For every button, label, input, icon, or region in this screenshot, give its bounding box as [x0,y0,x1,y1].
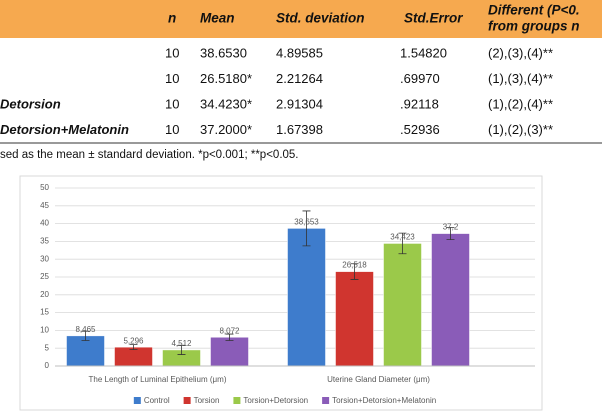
bar [431,233,470,367]
legend-label: Torsion+Detorsion+Melatonin [332,396,436,405]
value-label: 37,2 [443,223,459,232]
table-cell: (1),(2),(3)** [488,122,553,137]
value-label: 8,465 [75,325,96,334]
value-label: 26,518 [342,261,367,270]
header-cell: Std. deviation [276,11,365,26]
table-cell: 10 [165,71,179,86]
error-bar [81,330,90,341]
y-tick-label: 40 [40,219,49,228]
header-cell: from groups n [488,19,580,34]
bar [335,271,374,367]
table-cell: 10 [165,122,179,137]
table-cell: (1),(3),(4)** [488,71,553,86]
y-tick-label: 10 [40,326,49,335]
legend-swatch [322,397,330,404]
table-cell: 1.54820 [400,45,447,60]
y-tick-label: 45 [40,201,49,210]
table-cell: 26.5180* [200,71,252,86]
table-cell: 4.89585 [276,45,323,60]
table-cell: .52936 [400,122,440,137]
legend-swatch [183,397,191,404]
table-header-band [0,0,602,38]
bar [287,228,326,367]
table-cell: 1.67398 [276,122,323,137]
bar [383,243,422,367]
table-cell: .92118 [400,96,439,111]
y-tick-label: 0 [45,361,50,370]
y-tick-label: 30 [40,254,49,263]
y-tick-label: 20 [40,290,49,299]
error-bar [398,232,407,255]
x-tick-label: The Length of Luminal Epithelium (μm) [88,375,226,384]
table-cell: 34.4230* [200,96,252,111]
y-tick-label: 50 [40,183,49,192]
table-cell: 37.2000* [200,122,252,137]
table-cell: 38.6530 [200,45,247,60]
footnote: sed as the mean ± standard deviation. *p… [0,149,299,161]
table-cell: 10 [165,45,179,60]
header-cell: Different (P<0. [488,3,580,18]
legend-swatch [133,397,141,404]
table-cell: (1),(2),(4)** [488,96,553,111]
header-cell: n [168,11,176,26]
x-tick-label: Uterine Gland Diameter (μm) [327,375,430,384]
legend-swatch [233,397,241,404]
table-cell: (2),(3),(4)** [488,45,553,60]
row-label: Detorsion [0,96,61,111]
header-cell: Mean [200,11,235,26]
table-cell: 2.21264 [276,71,323,86]
table-cell: .69970 [400,71,440,86]
value-label: 34,423 [390,233,415,242]
y-tick-label: 15 [40,308,49,317]
error-bar [302,210,311,247]
legend-label: Torsion [194,396,220,405]
table-cell: 10 [165,96,179,111]
header-cell: Std.Error [404,11,463,26]
error-bar [446,227,455,241]
bar [210,337,249,367]
value-label: 4,512 [171,339,192,348]
value-label: 38,653 [294,218,319,227]
row-label: Detorsion+Melatonin [0,122,129,137]
y-tick-label: 25 [40,272,49,281]
y-tick-label: 35 [40,237,49,246]
legend-label: Control [144,396,170,405]
table-cell: 2.91304 [276,96,323,111]
error-bar [177,344,186,355]
error-bar [129,344,138,351]
error-bar [350,263,359,280]
value-label: 8,072 [219,326,240,335]
error-bar [225,333,234,341]
value-label: 5,296 [123,336,144,345]
legend-label: Torsion+Detorsion [243,396,308,405]
y-tick-label: 5 [45,343,50,352]
